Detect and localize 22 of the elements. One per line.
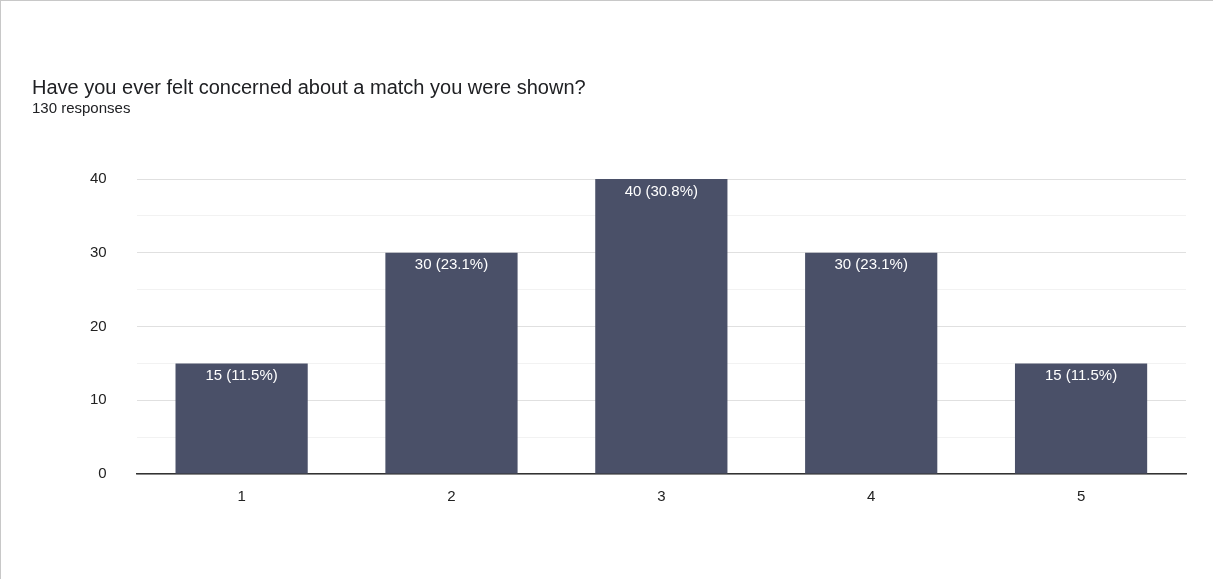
y-tick-label: 0: [98, 464, 107, 482]
y-tick-label: 30: [90, 242, 107, 260]
bar: [175, 363, 308, 474]
data-label: 30 (23.1%): [414, 255, 489, 273]
x-tick-label: 3: [657, 487, 666, 505]
chart-title: Have you ever felt concerned about a match you were shown?: [32, 76, 586, 99]
bar: [1014, 363, 1148, 474]
y-tick-label: 20: [90, 316, 107, 334]
chart-subtitle: 130 responses: [32, 99, 131, 116]
data-label: 15 (11.5%): [205, 366, 278, 384]
y-tick-label: 40: [90, 169, 107, 187]
data-label: 40 (30.8%): [624, 181, 699, 199]
data-label: 15 (11.5%): [1044, 366, 1118, 384]
data-label: 30 (23.1%): [834, 255, 908, 273]
x-tick-label: 2: [447, 487, 456, 505]
y-tick-label: 10: [90, 390, 107, 408]
bar: [595, 179, 728, 474]
bar: [805, 252, 938, 474]
x-tick-label: 5: [1076, 487, 1086, 505]
x-tick-label: 4: [867, 487, 876, 505]
bar: [385, 252, 518, 474]
x-tick-label: 1: [237, 487, 246, 505]
